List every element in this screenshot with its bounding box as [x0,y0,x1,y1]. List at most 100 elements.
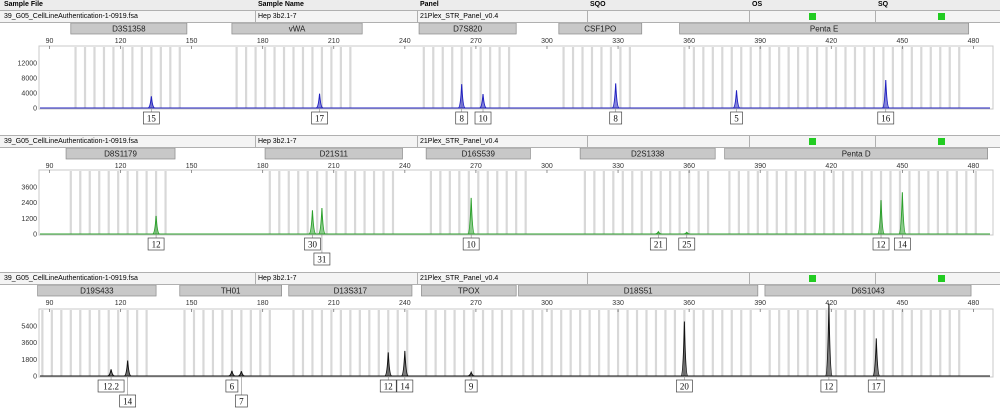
allele-call[interactable]: 14 [893,234,911,251]
peak[interactable] [881,80,890,109]
peak[interactable] [457,84,466,109]
allele-call[interactable]: 10 [462,234,480,251]
y-tick-label: 0 [33,374,37,381]
allele-call[interactable]: 8 [609,108,623,125]
allele-call[interactable]: 20 [676,376,693,393]
locus-box[interactable]: TH01 [179,284,282,297]
sample-info-row[interactable]: 39_G05_CellLineAuthentication-1-0919.fsa… [0,272,1000,285]
allele-bin [117,171,120,234]
allele-call[interactable]: 31 [313,234,331,266]
allele-bin [150,47,153,108]
allele-call[interactable]: 21 [649,234,667,251]
peak[interactable] [384,352,393,377]
allele-bin [126,171,129,234]
allele-bin [593,171,596,234]
locus-box[interactable]: D6S1043 [764,284,972,297]
peak[interactable] [318,208,326,235]
allele-call[interactable]: 8 [455,108,469,125]
peak[interactable] [228,370,236,377]
peak[interactable] [315,93,324,109]
locus-box[interactable]: Penta D [724,147,988,160]
locus-box[interactable]: vWA [231,22,363,35]
peak[interactable] [401,350,409,377]
sq-quality-indicator [938,13,945,20]
col-sample-name[interactable]: Sample Name [258,1,304,8]
peak[interactable] [680,321,689,377]
allele-call[interactable]: 10 [474,108,492,125]
y-tick-label: 3600 [21,340,37,347]
locus-label: D8S1179 [104,150,137,159]
sample-info-row[interactable]: 39_G05_CellLineAuthentication-1-0919.fsa… [0,135,1000,148]
allele-call[interactable]: 14 [119,376,137,408]
allele-call[interactable]: 6 [225,376,239,393]
locus-box[interactable]: Penta E [679,22,970,35]
locus-box[interactable]: D21S11 [264,147,403,160]
allele-call[interactable]: 5 [730,108,743,125]
allele-call[interactable]: 17 [867,376,885,393]
peak[interactable] [237,371,245,377]
allele-call[interactable]: 12 [147,234,165,251]
allele-bin [83,47,87,108]
allele-bin [339,47,342,108]
allele-call[interactable]: 12 [379,376,397,393]
locus-box[interactable]: D7S820 [418,22,517,35]
peak[interactable] [467,370,475,377]
locus-box[interactable]: D2S1338 [579,147,716,160]
allele-bin [571,47,575,108]
peak[interactable] [479,93,487,109]
allele-call[interactable]: 12 [820,376,838,393]
allele-label: 31 [317,255,326,265]
locus-label: D21S11 [320,150,349,159]
peak[interactable] [152,215,160,235]
col-sq[interactable]: SQ [878,1,889,8]
allele-bin [202,310,205,376]
allele-call[interactable]: 9 [464,376,478,393]
peak[interactable] [824,303,833,377]
peak[interactable] [308,210,317,235]
allele-bin [221,310,224,376]
locus-box[interactable]: CSF1PO [558,22,643,35]
allele-bin [834,310,838,376]
col-sample-file[interactable]: Sample File [4,1,43,8]
locus-box[interactable]: D16S539 [425,147,531,160]
locus-label: D3S1358 [112,25,146,34]
electropherogram-panel-1[interactable]: D3S1358 vWA D7S820 CSF1PO Penta E90 120 150 180… [0,22,1000,135]
sample-file-name: 39_G05_CellLineAuthentication-1-0919.fsa [4,13,138,20]
electropherogram-panel-2[interactable]: D8S1179 D21S11 D16S539 D2S1338 Penta D90 120 1… [0,147,1000,272]
col-sqo[interactable]: SQO [590,1,606,8]
peak[interactable] [611,83,620,109]
allele-call[interactable]: 7 [235,376,248,408]
peak[interactable] [732,90,741,109]
sample-name: Hep 3b2.1-7 [258,275,297,282]
allele-call[interactable]: 16 [877,108,895,125]
allele-call[interactable]: 25 [678,234,696,251]
allele-call[interactable]: 30 [304,234,321,251]
locus-box[interactable]: D19S433 [37,284,157,297]
peak[interactable] [872,338,881,377]
col-os[interactable]: OS [752,1,763,8]
peak[interactable] [123,360,132,377]
allele-call[interactable]: 12 [872,234,890,251]
locus-box[interactable]: TPOX [421,284,517,297]
locus-box[interactable]: D18S51 [518,284,759,297]
peak[interactable] [107,369,115,377]
peak[interactable] [467,197,476,235]
allele-call[interactable]: 15 [142,108,160,125]
column-divider [587,273,588,284]
allele-bin [60,310,63,376]
locus-box[interactable]: D13S317 [288,284,413,297]
col-panel[interactable]: Panel [420,1,439,8]
allele-call[interactable]: 17 [311,108,328,125]
peak[interactable] [877,200,886,235]
allele-call[interactable]: 14 [396,376,414,393]
peak[interactable] [147,96,155,109]
allele-bin [730,310,733,376]
locus-box[interactable]: D8S1179 [65,147,176,160]
peak[interactable] [683,231,691,235]
locus-box[interactable]: D3S1358 [70,22,188,35]
sample-info-row[interactable]: 39_G05_CellLineAuthentication-1-0919.fsa… [0,10,1000,23]
allele-call[interactable]: 12.2 [97,376,125,393]
peak[interactable] [654,230,662,235]
peak[interactable] [898,192,907,235]
